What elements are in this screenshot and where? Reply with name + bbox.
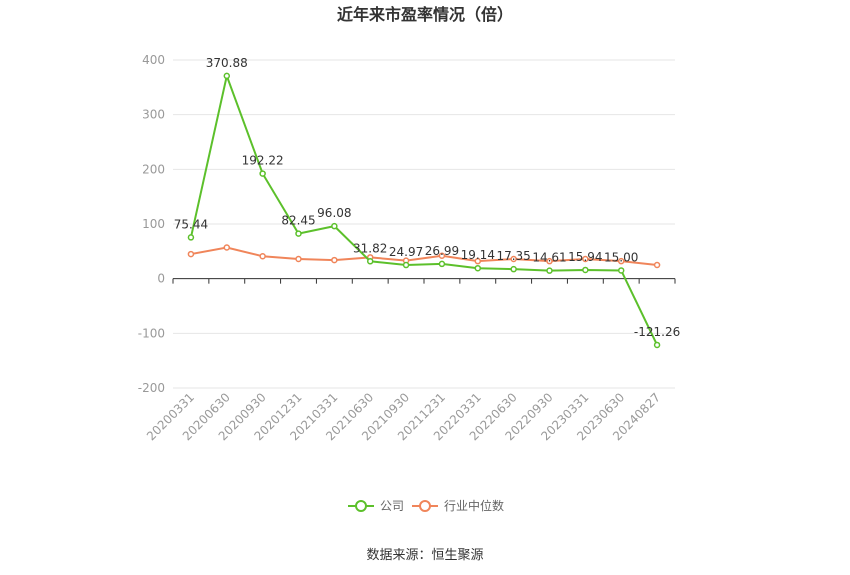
data-point[interactable] bbox=[402, 261, 410, 269]
legend-company-label: 公司 bbox=[380, 499, 404, 513]
data-point[interactable] bbox=[187, 250, 195, 258]
data-point[interactable] bbox=[653, 341, 661, 349]
data-point[interactable] bbox=[259, 253, 266, 260]
data-label: 15.94 bbox=[568, 250, 602, 264]
legend-median-marker bbox=[419, 500, 431, 512]
data-point[interactable] bbox=[474, 257, 482, 265]
data-point[interactable] bbox=[295, 230, 302, 237]
data-point[interactable] bbox=[366, 258, 374, 265]
chart-title: 近年来市盈率情况（倍） bbox=[337, 5, 513, 24]
legend-item-company[interactable]: 公司 bbox=[348, 499, 404, 513]
y-tick-label: 400 bbox=[142, 53, 165, 67]
data-point[interactable] bbox=[259, 170, 266, 177]
gridlines bbox=[173, 59, 675, 389]
data-point[interactable] bbox=[331, 256, 338, 264]
data-label: -121.26 bbox=[634, 325, 680, 339]
data-label: 24.97 bbox=[389, 245, 423, 259]
data-label: 82.45 bbox=[281, 214, 315, 228]
y-tick-label: 200 bbox=[142, 162, 165, 176]
data-point[interactable] bbox=[510, 265, 517, 273]
series-layer bbox=[187, 72, 661, 349]
data-point[interactable] bbox=[653, 261, 661, 269]
data-label: 75.44 bbox=[174, 217, 208, 231]
y-axis: 400 300 200 100 0 -100 -200 bbox=[138, 53, 165, 395]
legend-company-marker bbox=[355, 500, 367, 512]
data-point[interactable] bbox=[438, 252, 446, 259]
y-tick-label: 0 bbox=[157, 272, 165, 286]
data-point[interactable] bbox=[582, 255, 589, 263]
data-label: 96.08 bbox=[317, 206, 351, 220]
data-label: 370.88 bbox=[206, 56, 248, 70]
data-label: 26.99 bbox=[425, 244, 459, 258]
y-tick-label: -200 bbox=[138, 381, 165, 395]
legend: 公司 行业中位数 bbox=[348, 498, 504, 513]
series-line-1 bbox=[190, 246, 658, 266]
data-point[interactable] bbox=[187, 234, 195, 241]
data-label: 19.14 bbox=[461, 248, 495, 262]
y-tick-label: 100 bbox=[142, 217, 165, 231]
data-point[interactable] bbox=[546, 267, 553, 274]
data-point[interactable] bbox=[295, 255, 302, 263]
data-point[interactable] bbox=[223, 72, 231, 80]
data-point[interactable] bbox=[474, 264, 482, 272]
data-point[interactable] bbox=[510, 255, 517, 263]
data-point[interactable] bbox=[331, 222, 338, 230]
data-label: 31.82 bbox=[353, 241, 387, 255]
y-tick-label: -100 bbox=[138, 326, 165, 340]
legend-item-industry-median[interactable]: 行业中位数 bbox=[412, 498, 504, 513]
source-note: 数据来源：恒生聚源 bbox=[366, 548, 483, 563]
data-point[interactable] bbox=[582, 266, 589, 274]
data-label: 192.22 bbox=[242, 154, 284, 168]
data-point[interactable] bbox=[438, 260, 446, 268]
data-point[interactable] bbox=[223, 244, 231, 251]
x-axis: 2020033120200630202009302020123120210331… bbox=[144, 278, 676, 443]
data-label: 15.00 bbox=[604, 250, 638, 264]
y-tick-label: 300 bbox=[142, 108, 165, 122]
data-point[interactable] bbox=[617, 267, 625, 274]
data-point[interactable] bbox=[546, 257, 553, 265]
data-label: 17.35 bbox=[496, 249, 530, 263]
series-line-0 bbox=[189, 72, 658, 346]
data-point[interactable] bbox=[617, 257, 625, 265]
legend-median-label: 行业中位数 bbox=[444, 498, 504, 513]
data-label: 14.61 bbox=[532, 251, 566, 265]
